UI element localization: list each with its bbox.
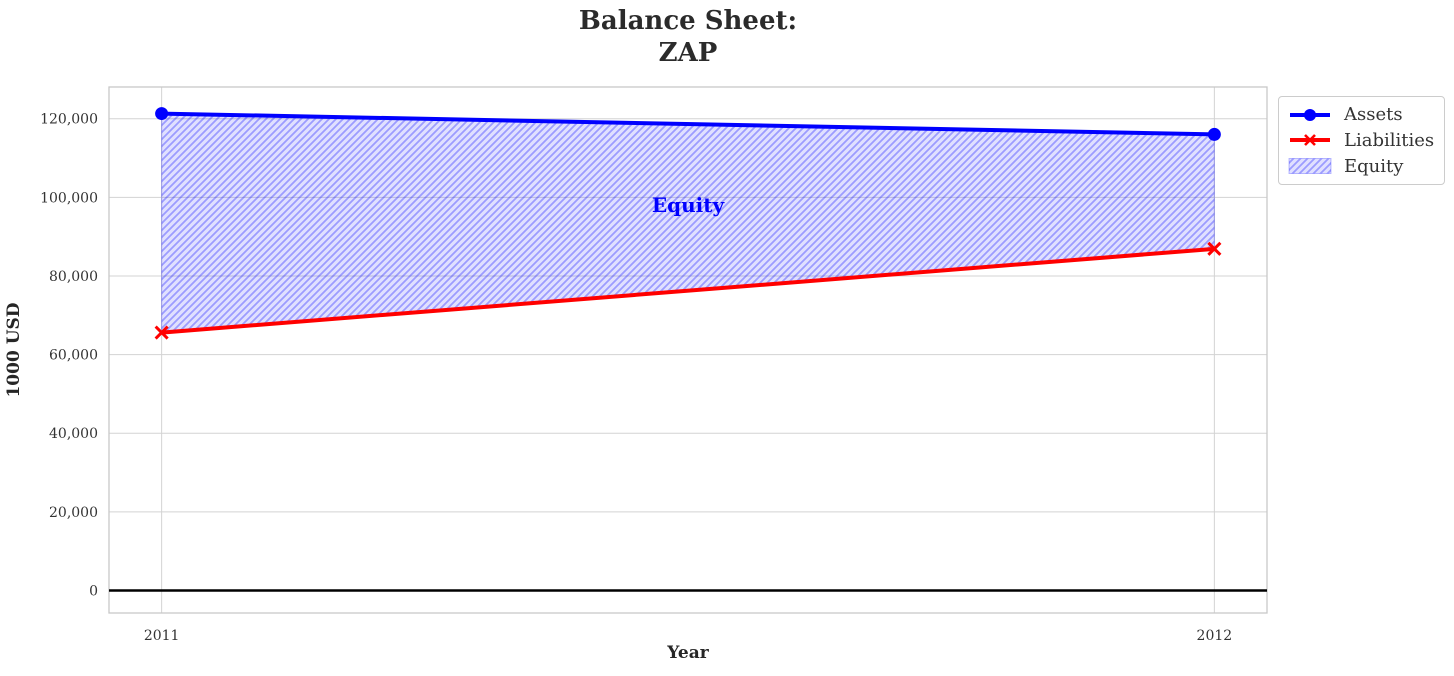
chart-title-line1: Balance Sheet:: [578, 6, 798, 36]
legend-item-assets: Assets: [1288, 104, 1435, 125]
legend-label-equity: Equity: [1344, 155, 1404, 177]
assets-line: [161, 111, 1215, 137]
legend-item-equity: Equity: [1288, 156, 1435, 177]
liabilities-line-x-swatch-icon: [1290, 134, 1330, 147]
y-tick-label: 60,000: [49, 348, 98, 364]
y-tick-label: 0: [89, 584, 98, 600]
y-tick-label: 20,000: [49, 505, 98, 521]
y-tick-label: 80,000: [49, 269, 98, 285]
x-axis-label: Year: [667, 643, 709, 663]
chart-title-line2: ZAP: [658, 38, 718, 68]
liabilities-marker: [154, 325, 169, 340]
legend-label-liabilities: Liabilities: [1344, 129, 1435, 151]
y-tick-label: 120,000: [40, 112, 98, 128]
plot-border: [108, 86, 1268, 614]
equity-area-annotation: Equity: [651, 193, 725, 217]
assets-line-circle-swatch-icon: [1290, 108, 1330, 121]
assets-marker: [155, 107, 169, 121]
equity-fill-area: [161, 113, 1215, 334]
legend-item-liabilities: Liabilities: [1288, 130, 1435, 151]
liabilities-line: [161, 246, 1215, 335]
legend: Assets Liabilities Equity: [1278, 96, 1445, 185]
legend-label-assets: Assets: [1344, 104, 1403, 126]
chart-title: Balance Sheet: ZAP: [109, 5, 1267, 69]
equity-hatch-swatch-icon: [1288, 158, 1332, 175]
y-tick-label: 40,000: [49, 426, 98, 442]
y-tick-label: 100,000: [40, 190, 98, 206]
x-tick-label: 2011: [144, 628, 180, 644]
assets-marker: [1207, 127, 1221, 141]
liabilities-marker: [1207, 241, 1222, 256]
x-tick-label: 2012: [1197, 628, 1233, 644]
